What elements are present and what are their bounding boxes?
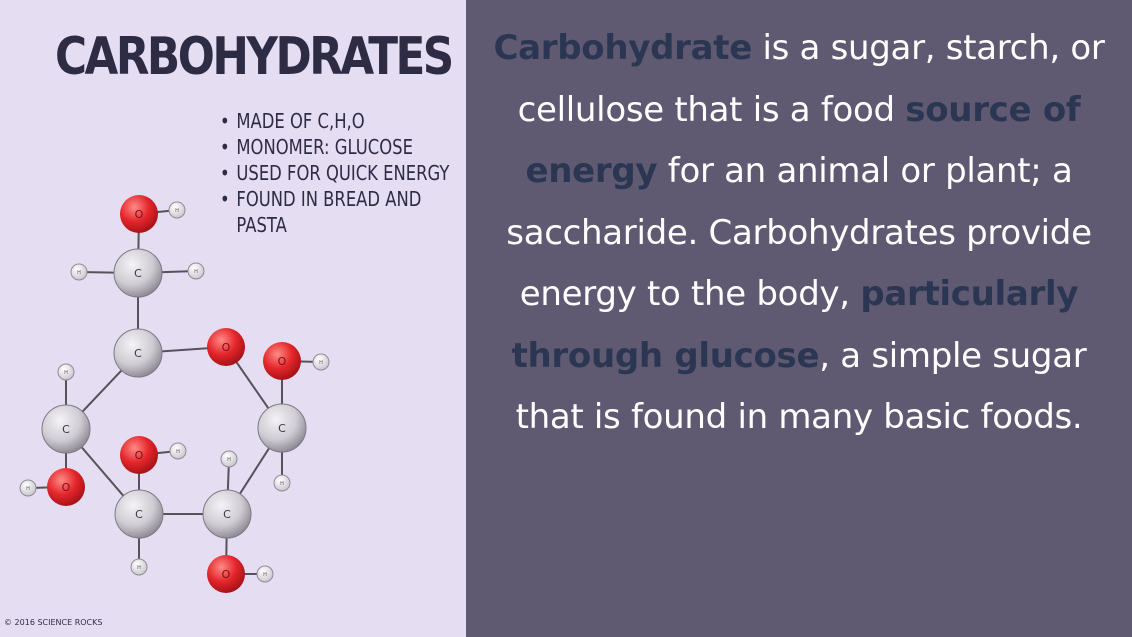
carbon-label: C [223, 508, 231, 521]
oxygen-label: O [62, 481, 71, 494]
definition-part: is a sugar, starch, or cellulose that is… [517, 28, 1105, 130]
carbon-atoms [41, 248, 307, 539]
poster-title: CARBOHYDRATES [55, 27, 454, 87]
fact-item: PASTA [220, 212, 466, 238]
carbon-label: C [278, 422, 286, 435]
oxygen-label: O [135, 208, 144, 221]
hydrogen-label: H [26, 486, 30, 492]
copyright-notice: © 2016 SCIENCE ROCKS [4, 618, 103, 627]
facts-list: • MADE OF C,H,O • MONOMER: GLUCOSE • USED F… [220, 108, 466, 238]
bonds [27, 209, 322, 575]
fact-text: FOUND IN BREAD AND [236, 187, 422, 211]
energy-highlight: source of energy [525, 89, 1081, 192]
hydrogen-label: H [194, 269, 198, 275]
hydrogen-label: H [280, 481, 284, 487]
definition-part: for an animal or plant; a saccharide. Ca… [506, 151, 1092, 314]
fact-text: MONOMER: GLUCOSE [236, 135, 413, 159]
bullet-icon: • [220, 161, 230, 185]
oxygen-label: O [278, 355, 287, 368]
bullet-icon: • [220, 135, 230, 159]
fact-item: • MONOMER: GLUCOSE [220, 134, 466, 160]
definition-part: , a simple sugar that is found in many b… [515, 335, 1087, 438]
oxygen-atoms [47, 195, 301, 593]
hydrogen-label: H [176, 449, 180, 455]
hydrogen-label: H [77, 270, 81, 276]
hydrogen-label: H [263, 572, 267, 578]
hydrogen-atoms [19, 201, 330, 583]
carbon-label: C [62, 423, 70, 436]
fact-text: USED FOR QUICK ENERGY [236, 161, 450, 185]
oxygen-label: O [222, 341, 231, 354]
hydrogen-label: H [137, 565, 141, 571]
definition-panel: Carbohydrate is a sugar, starch, or cell… [466, 0, 1132, 637]
hydrogen-label: H [175, 208, 179, 214]
carbon-label: C [134, 347, 142, 360]
glucose-highlight: particularly through glucose [511, 274, 1079, 376]
oxygen-label: O [222, 568, 231, 581]
fact-text: PASTA [236, 213, 287, 237]
carbon-label: C [134, 267, 142, 280]
bullet-icon: • [220, 187, 230, 211]
term-highlight: Carbohydrate [493, 28, 752, 68]
fact-item: • MADE OF C,H,O [220, 108, 466, 134]
carbon-label: C [135, 508, 143, 521]
fact-text: MADE OF C,H,O [236, 109, 365, 133]
definition-text: Carbohydrate is a sugar, starch, or cell… [486, 18, 1112, 449]
hydrogen-label: H [64, 370, 68, 376]
fact-item: • FOUND IN BREAD AND [220, 186, 466, 212]
carbohydrates-poster: CARBOHYDRATES • MADE OF C,H,O • MONOMER: G… [0, 0, 466, 637]
hydrogen-label: H [319, 360, 323, 366]
bullet-icon: • [220, 109, 230, 133]
fact-item: • USED FOR QUICK ENERGY [220, 160, 466, 186]
hydrogen-label: H [227, 457, 231, 463]
oxygen-label: O [135, 449, 144, 462]
glucose-molecule-diagram: C C C C C C O O O O O O H H H H H H [19, 195, 330, 593]
